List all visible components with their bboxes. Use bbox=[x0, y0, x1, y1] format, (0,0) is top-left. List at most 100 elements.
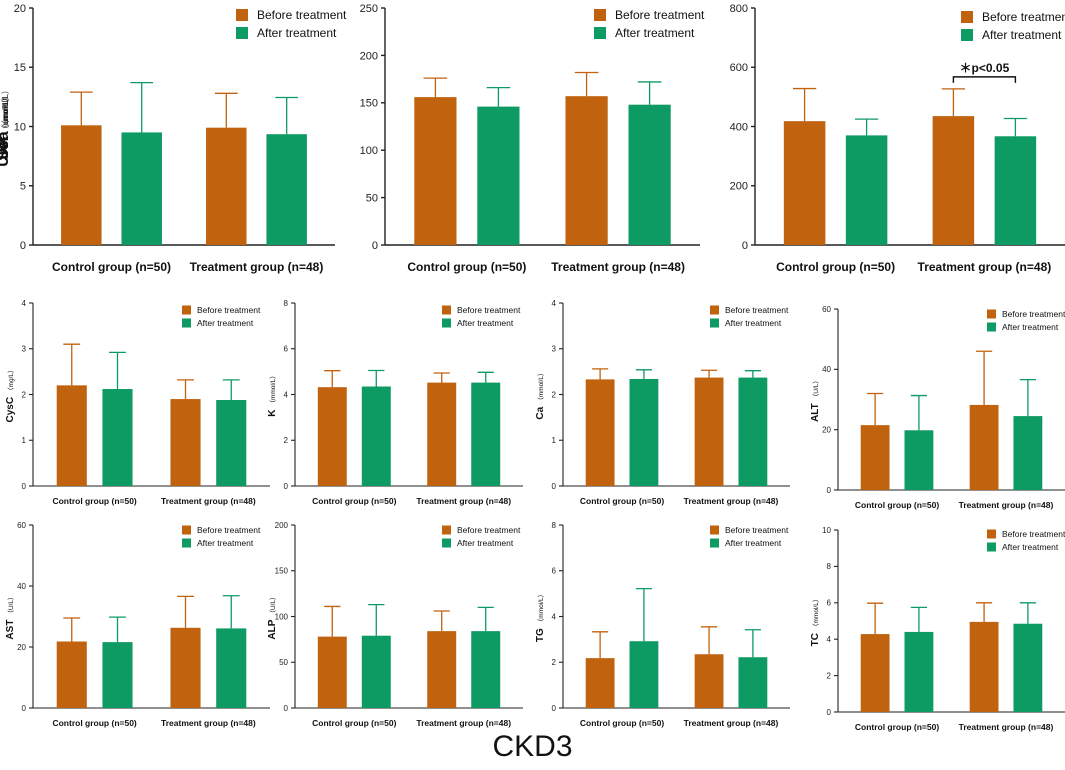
panel-cysc: 0 1 2 3 4 CysC （mg/L） Control group (n=50) Treat… bbox=[5, 299, 270, 506]
y-tick-label: 4 bbox=[552, 299, 557, 308]
legend-swatch-before bbox=[182, 525, 191, 535]
y-tick-label: 6 bbox=[552, 567, 557, 576]
y-axis-metric: UA bbox=[0, 136, 12, 160]
bar-before-1 bbox=[969, 621, 999, 712]
y-axis-label: ALP （U/L） bbox=[267, 593, 278, 639]
bar-before-0 bbox=[56, 641, 87, 708]
y-tick-label: 60 bbox=[822, 305, 831, 314]
y-tick-label: 20 bbox=[822, 425, 831, 434]
bar-after-1 bbox=[628, 104, 671, 245]
legend-label-before: Before treatment bbox=[1002, 309, 1065, 319]
panel-tg: 0 2 4 6 8 TG （mmol/L） Control group (n=50) Treat… bbox=[535, 521, 790, 728]
y-tick-label: 4 bbox=[22, 299, 27, 308]
legend-swatch-before bbox=[442, 305, 451, 315]
legend-label-after: After treatment bbox=[257, 26, 337, 40]
legend-label-before: Before treatment bbox=[457, 305, 521, 315]
y-axis-unit: （mmol/L） bbox=[269, 372, 277, 406]
bar-after-0 bbox=[629, 641, 659, 708]
y-axis-label: TG （mmol/L） bbox=[535, 591, 546, 642]
legend-label-after: After treatment bbox=[457, 538, 514, 548]
x-tick-label: Control group (n=50) bbox=[312, 496, 396, 506]
x-tick-label: Control group (n=50) bbox=[855, 500, 939, 510]
y-tick-label: 4 bbox=[284, 390, 289, 399]
y-tick-label: 3 bbox=[22, 345, 27, 354]
y-tick-label: 0 bbox=[372, 240, 378, 252]
bar-after-0 bbox=[904, 430, 934, 490]
bar-before-0 bbox=[860, 634, 890, 712]
legend-swatch-before bbox=[594, 9, 606, 21]
y-tick-label: 10 bbox=[822, 526, 831, 535]
legend-swatch-after bbox=[236, 27, 248, 39]
y-tick-label: 4 bbox=[827, 635, 832, 644]
x-tick-label: Control group (n=50) bbox=[776, 260, 895, 274]
x-tick-label: Treatment group (n=48) bbox=[190, 260, 324, 274]
bar-after-1 bbox=[994, 136, 1037, 245]
y-tick-label: 200 bbox=[360, 50, 378, 62]
bar-after-0 bbox=[629, 378, 659, 486]
x-tick-label: Treatment group (n=48) bbox=[684, 718, 779, 728]
panel-urea: 0 5 10 15 20 Urea （mmol/L） Control group (n=50)… bbox=[0, 3, 347, 274]
y-axis-metric: K bbox=[267, 409, 278, 417]
bar-before-1 bbox=[694, 377, 724, 486]
legend-swatch-after bbox=[987, 322, 996, 332]
y-tick-label: 150 bbox=[360, 98, 378, 110]
legend-swatch-after bbox=[594, 27, 606, 39]
bar-before-1 bbox=[932, 116, 975, 245]
y-tick-label: 2 bbox=[827, 671, 832, 680]
bar-after-1 bbox=[471, 382, 501, 486]
y-axis-metric: ALP bbox=[267, 619, 278, 639]
x-tick-label: Control group (n=50) bbox=[52, 718, 136, 728]
y-axis-label: Ca （mmol/L） bbox=[535, 369, 546, 419]
x-tick-label: Control group (n=50) bbox=[407, 260, 526, 274]
x-tick-label: Control group (n=50) bbox=[52, 496, 136, 506]
legend-swatch-before bbox=[182, 305, 191, 315]
y-tick-label: 100 bbox=[360, 145, 378, 157]
bar-after-1 bbox=[266, 134, 307, 245]
y-tick-label: 50 bbox=[366, 192, 378, 204]
bar-after-0 bbox=[904, 631, 934, 712]
legend-label-before: Before treatment bbox=[197, 305, 261, 315]
bar-before-1 bbox=[969, 404, 999, 490]
bar-after-1 bbox=[216, 628, 247, 708]
y-axis-metric: CysC bbox=[5, 397, 16, 423]
y-axis-label: UA （umol/L） bbox=[0, 93, 12, 159]
legend-label-after: After treatment bbox=[1002, 542, 1059, 552]
y-tick-label: 0 bbox=[827, 486, 832, 495]
y-axis-unit: （mmol/L） bbox=[537, 591, 545, 625]
panel-ca: 0 1 2 3 4 Ca （mmol/L） Control group (n=50) Treat… bbox=[535, 299, 790, 506]
x-tick-label: Treatment group (n=48) bbox=[959, 722, 1054, 732]
x-tick-label: Control group (n=50) bbox=[52, 260, 171, 274]
legend-label-before: Before treatment bbox=[725, 305, 789, 315]
bar-after-0 bbox=[361, 386, 391, 486]
x-tick-label: Treatment group (n=48) bbox=[161, 496, 256, 506]
y-tick-label: 1 bbox=[22, 436, 27, 445]
legend-swatch-before bbox=[987, 309, 996, 319]
y-axis-unit: （umol/L） bbox=[1, 93, 10, 133]
legend-swatch-before bbox=[961, 11, 973, 23]
y-axis-unit: （mmol/L） bbox=[1, 86, 10, 128]
bar-before-0 bbox=[317, 387, 347, 486]
panel-alt: 0 20 40 60 ALT （U/L） Control group (n=50) Treat… bbox=[810, 305, 1065, 510]
legend-swatch-after bbox=[710, 538, 719, 548]
y-tick-label: 50 bbox=[279, 658, 288, 667]
legend-swatch-before bbox=[710, 305, 719, 315]
bar-after-0 bbox=[361, 635, 391, 708]
bar-before-0 bbox=[414, 97, 457, 245]
y-axis-label: TC （mmol/L） bbox=[810, 596, 821, 647]
y-tick-label: 0 bbox=[284, 482, 289, 491]
y-axis-unit: （U/L） bbox=[7, 593, 15, 616]
significance-bracket bbox=[952, 76, 1017, 83]
legend-swatch-before bbox=[236, 9, 248, 21]
bar-after-1 bbox=[1013, 623, 1043, 712]
x-tick-label: Treatment group (n=48) bbox=[684, 496, 779, 506]
legend-label-after: After treatment bbox=[197, 538, 254, 548]
y-tick-label: 150 bbox=[275, 567, 289, 576]
y-tick-label: 0 bbox=[22, 704, 27, 713]
legend-swatch-after bbox=[442, 538, 451, 548]
y-tick-label: 20 bbox=[17, 643, 26, 652]
x-tick-label: Treatment group (n=48) bbox=[416, 718, 511, 728]
legend-label-after: After treatment bbox=[725, 318, 782, 328]
y-tick-label: 0 bbox=[552, 704, 557, 713]
x-tick-label: Control group (n=50) bbox=[855, 722, 939, 732]
